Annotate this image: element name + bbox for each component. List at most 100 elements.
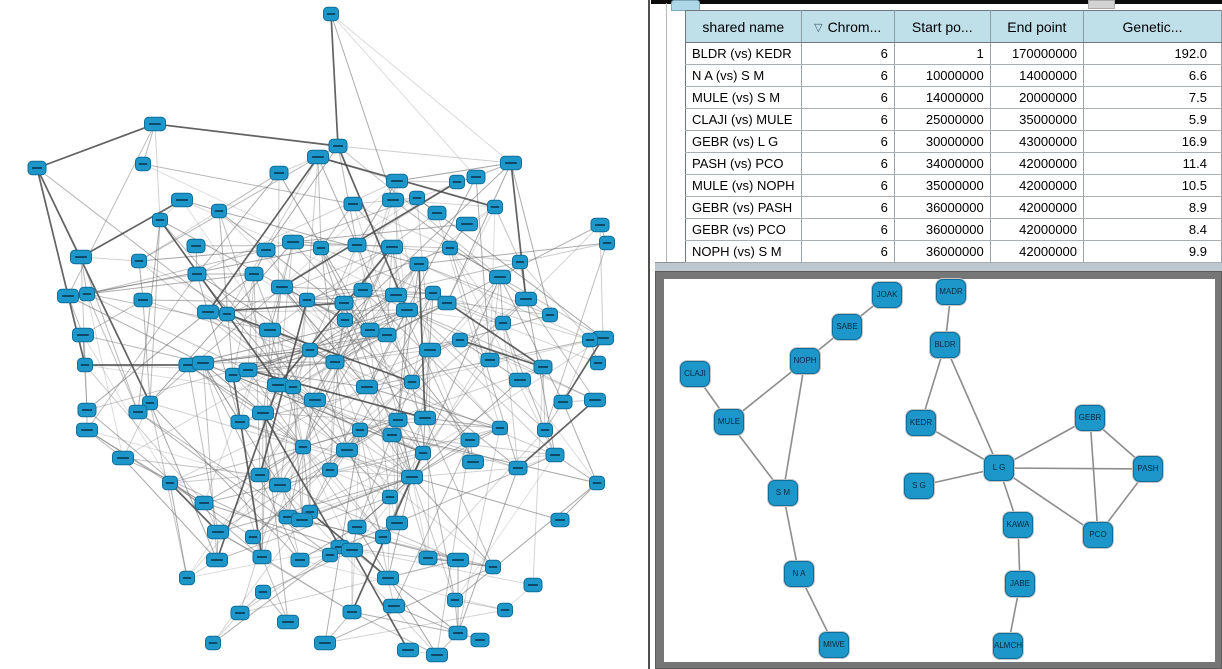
network-node[interactable] <box>425 285 441 301</box>
network-node[interactable] <box>256 242 276 258</box>
network-node[interactable] <box>291 512 313 528</box>
network-node[interactable] <box>341 542 363 558</box>
network-node-jabe[interactable]: JABE <box>1005 571 1035 597</box>
network-node[interactable] <box>230 605 250 621</box>
network-node[interactable] <box>382 192 404 208</box>
panel-divider[interactable] <box>648 0 650 669</box>
network-node[interactable] <box>282 234 304 250</box>
network-node[interactable] <box>144 116 166 132</box>
network-node[interactable] <box>537 422 553 438</box>
network-node-mule[interactable]: MULE <box>714 409 744 435</box>
network-node[interactable] <box>508 460 528 476</box>
network-node[interactable] <box>489 269 511 285</box>
network-node[interactable] <box>449 174 465 190</box>
table-horizontal-scrollbar[interactable] <box>655 262 1222 271</box>
network-node[interactable] <box>325 354 345 370</box>
network-node[interactable] <box>492 420 508 436</box>
network-node[interactable] <box>290 552 310 568</box>
network-node[interactable] <box>382 427 402 443</box>
network-node[interactable] <box>133 292 153 308</box>
network-node[interactable] <box>322 462 338 478</box>
network-node[interactable] <box>187 266 207 282</box>
network-node[interactable] <box>313 240 329 256</box>
network-node[interactable] <box>295 439 311 455</box>
network-node[interactable] <box>77 357 93 373</box>
network-node[interactable] <box>211 203 227 219</box>
network-node[interactable] <box>386 173 408 189</box>
network-node[interactable] <box>437 295 457 311</box>
network-node[interactable] <box>409 256 429 272</box>
network-node[interactable] <box>404 374 420 390</box>
network-node[interactable] <box>252 405 274 421</box>
network-node[interactable] <box>512 254 528 270</box>
table-row[interactable]: MULE (vs) S M 6 14000000 20000000 7.5 <box>685 86 1222 109</box>
table-row[interactable]: BLDR (vs) KEDR 6 1 170000000 192.0 <box>685 42 1222 65</box>
network-node[interactable] <box>509 372 531 388</box>
network-node[interactable] <box>79 286 95 302</box>
network-node[interactable] <box>377 327 397 343</box>
network-node[interactable] <box>219 306 235 322</box>
network-node[interactable] <box>460 432 480 448</box>
network-node[interactable] <box>336 442 358 458</box>
network-node[interactable] <box>27 160 47 176</box>
network-edge[interactable] <box>782 360 806 494</box>
network-node[interactable] <box>207 524 229 540</box>
network-node[interactable] <box>418 550 438 566</box>
network-node[interactable] <box>582 332 598 348</box>
network-node[interactable] <box>550 512 570 528</box>
network-node[interactable] <box>470 632 490 648</box>
scrollbar-fragment[interactable] <box>1088 0 1115 9</box>
network-node[interactable] <box>386 515 408 531</box>
network-node[interactable] <box>337 312 353 328</box>
network-node[interactable] <box>419 342 441 358</box>
network-node[interactable] <box>382 489 398 505</box>
network-node[interactable] <box>385 287 407 303</box>
network-node-s-m[interactable]: S M <box>768 480 798 506</box>
network-node[interactable] <box>70 249 92 265</box>
network-node[interactable] <box>238 362 258 378</box>
network-node[interactable] <box>452 332 468 348</box>
network-node[interactable] <box>409 190 425 206</box>
network-node[interactable] <box>584 392 606 408</box>
network-node[interactable] <box>269 165 289 181</box>
network-node-gebr[interactable]: GEBR <box>1075 405 1105 431</box>
network-node[interactable] <box>342 604 362 620</box>
network-node[interactable] <box>388 412 408 428</box>
table-row[interactable]: PASH (vs) PCO 6 34000000 42000000 11.4 <box>685 152 1222 175</box>
network-node[interactable] <box>523 577 543 593</box>
column-header-genetic[interactable]: Genetic... <box>1083 10 1222 43</box>
column-header-chrom[interactable]: ▽ Chrom... <box>801 10 895 43</box>
network-node[interactable] <box>533 359 553 375</box>
network-edge[interactable] <box>998 467 1099 536</box>
network-node[interactable] <box>230 414 250 430</box>
table-row[interactable]: N A (vs) S M 6 10000000 14000000 6.6 <box>685 64 1222 87</box>
column-header-shared-name[interactable]: shared name <box>685 10 802 43</box>
network-node[interactable] <box>462 454 484 470</box>
network-node[interactable] <box>545 447 565 463</box>
network-node[interactable] <box>197 304 219 320</box>
network-node[interactable] <box>590 355 606 371</box>
filter-icon[interactable]: ▽ <box>814 21 823 34</box>
network-node[interactable] <box>480 352 500 368</box>
network-node[interactable] <box>131 253 147 269</box>
network-node-claji[interactable]: CLAJI <box>680 361 710 387</box>
column-header-end-point[interactable]: End point <box>990 10 1085 43</box>
table-row[interactable]: GEBR (vs) L G 6 30000000 43000000 16.9 <box>685 130 1222 153</box>
network-edge[interactable] <box>998 417 1091 469</box>
network-node[interactable] <box>307 149 329 165</box>
network-node-sabe[interactable]: SABE <box>832 314 862 340</box>
network-node[interactable] <box>401 469 423 485</box>
column-header-start-po[interactable]: Start po... <box>894 10 991 43</box>
network-node[interactable] <box>112 450 134 466</box>
network-node[interactable] <box>171 192 193 208</box>
network-node[interactable] <box>352 422 368 438</box>
network-node[interactable] <box>250 467 270 483</box>
table-row[interactable]: CLAJI (vs) MULE 6 25000000 35000000 5.9 <box>685 108 1222 131</box>
network-node[interactable] <box>447 552 469 568</box>
network-node[interactable] <box>76 422 98 438</box>
network-node[interactable] <box>414 410 436 426</box>
network-node[interactable] <box>255 584 271 600</box>
network-node-n-a[interactable]: N A <box>784 561 814 587</box>
network-node[interactable] <box>589 475 605 491</box>
network-node[interactable] <box>495 315 511 331</box>
